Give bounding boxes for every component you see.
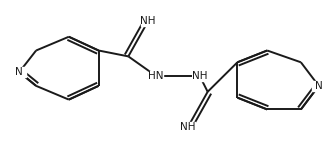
Text: NH: NH	[180, 122, 196, 132]
Bar	[312, 81, 326, 91]
Bar	[181, 122, 195, 132]
Text: N: N	[315, 81, 323, 91]
Bar	[149, 71, 163, 81]
Bar	[141, 16, 155, 26]
Bar	[193, 71, 207, 81]
Text: NH: NH	[192, 71, 208, 81]
Text: N: N	[15, 67, 23, 77]
Text: HN: HN	[149, 71, 164, 81]
Text: NH: NH	[140, 16, 156, 26]
Bar	[12, 67, 26, 77]
